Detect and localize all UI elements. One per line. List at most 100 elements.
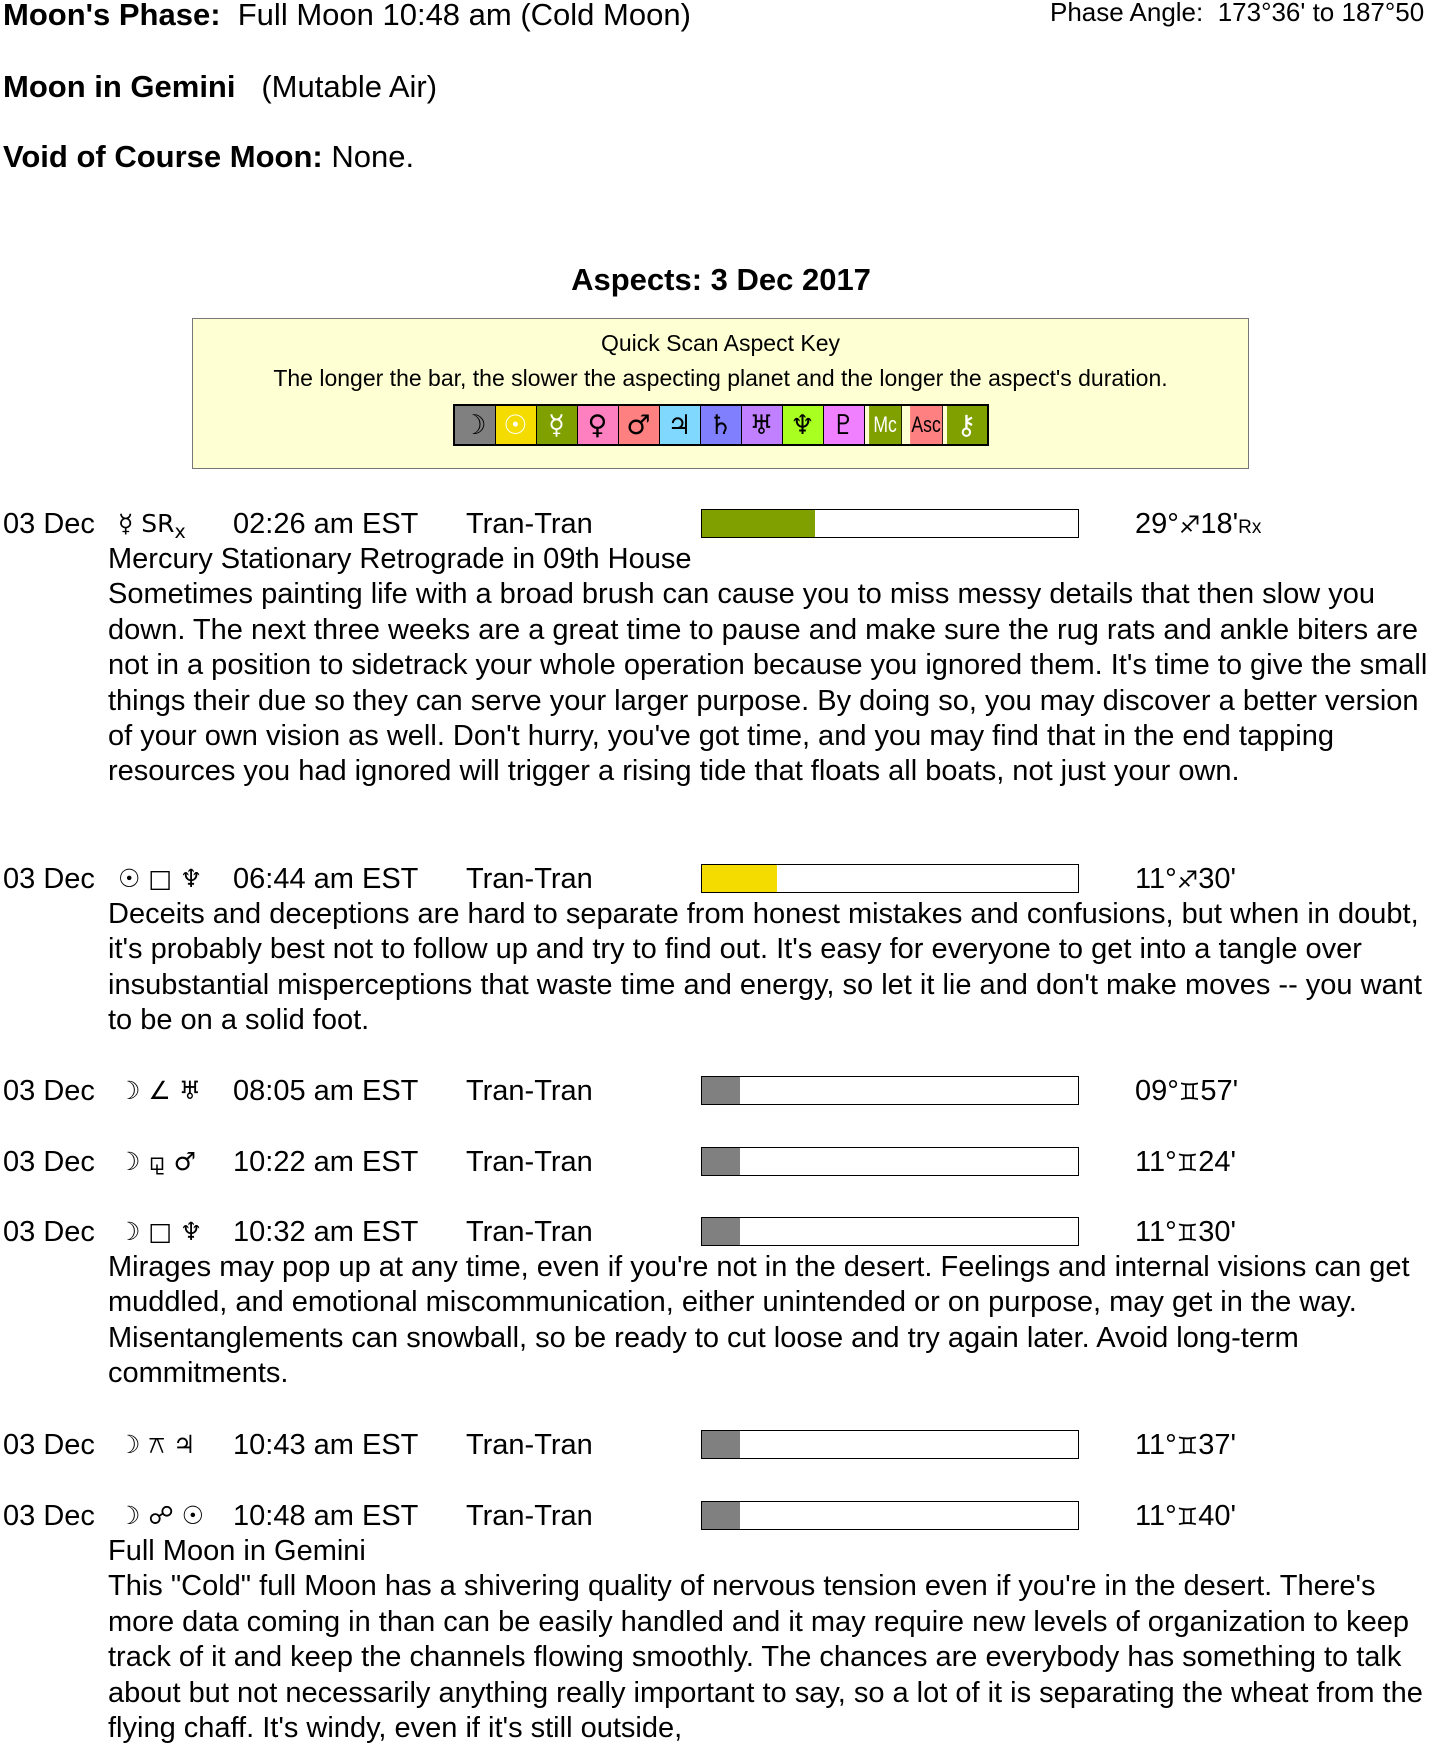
duration-bar — [701, 1076, 1079, 1105]
moon-sign-label: Moon in Gemini — [3, 69, 236, 104]
position-degrees: 11° — [1135, 1146, 1177, 1178]
aspect-symbols: ☽ ∠ ♅ — [118, 1073, 201, 1109]
aspect-position: 11°♊24' — [1135, 1144, 1236, 1181]
aspect-glyphs: ☿ SR — [118, 509, 175, 538]
duration-bar-fill — [702, 1502, 740, 1529]
duration-bar — [701, 509, 1079, 538]
duration-bar — [701, 1147, 1079, 1176]
aspect-glyphs: ☽ ∠ ♅ — [118, 1076, 202, 1105]
position-degrees: 11° — [1135, 1500, 1177, 1532]
aspect-entry: 03 Dec ☽ ☍ ☉ 10:48 am EST Tran-Tran 11°♊… — [0, 1498, 1434, 1746]
aspect-date: 03 Dec — [3, 1429, 95, 1461]
duration-bar-fill — [702, 1431, 740, 1458]
aspect-time: 02:26 am EST — [233, 508, 419, 540]
aspect-entry: 03 Dec ☉ □ ♆ 06:44 am EST Tran-Tran 11°♐… — [0, 861, 1434, 1039]
aspect-symbols: ☽ ☍ ☉ — [118, 1498, 204, 1534]
aspect-key-description: The longer the bar, the slower the aspec… — [273, 365, 1168, 391]
aspect-position: 29°♐18'Rx — [1135, 506, 1261, 546]
mars-icon: ♂ — [618, 406, 660, 444]
zodiac-sign-icon: ♐ — [1176, 866, 1199, 894]
position-degrees: 11° — [1135, 1429, 1177, 1461]
aspect-position: 11°♊40' — [1135, 1498, 1236, 1535]
aspect-entry: 03 Dec ☽ ∠ ♅ 08:05 am EST Tran-Tran 09°♊… — [0, 1073, 1434, 1109]
duration-bar-fill — [702, 1148, 740, 1175]
zodiac-sign-icon: ♊ — [1176, 1149, 1199, 1177]
aspect-time: 08:05 am EST — [233, 1075, 419, 1107]
aspect-row: 03 Dec ☽ ∠ ♅ 08:05 am EST Tran-Tran 09°♊… — [0, 1073, 1434, 1109]
moon-phase-value: Full Moon 10:48 am (Cold Moon) — [237, 0, 691, 32]
aspect-description: Sometimes painting life with a broad bru… — [108, 578, 1428, 788]
duration-bar — [701, 1430, 1079, 1459]
uranus-icon: ♅ — [741, 406, 783, 444]
retrograde-mark: Rx — [1238, 517, 1262, 538]
aspect-time: 10:43 am EST — [233, 1429, 419, 1461]
aspect-type: Tran-Tran — [466, 1500, 593, 1532]
position-minutes: 24' — [1198, 1146, 1237, 1178]
position-minutes: 37' — [1198, 1429, 1237, 1461]
aspect-symbols: ☉ □ ♆ — [118, 861, 202, 897]
aspect-glyphs: ☽ □ ♆ — [118, 1217, 203, 1246]
aspect-row: 03 Dec ☽ ☍ ☉ 10:48 am EST Tran-Tran 11°♊… — [0, 1498, 1434, 1534]
moon-sign: Moon in Gemini (Mutable Air) — [3, 69, 437, 105]
aspect-entry: 03 Dec ☽ ⚻ ♃ 10:43 am EST Tran-Tran 11°♊… — [0, 1427, 1434, 1463]
midheaven-icon: Mc — [868, 406, 902, 444]
position-minutes: 30' — [1198, 863, 1237, 895]
aspect-row: 03 Dec ☽ ⚻ ♃ 10:43 am EST Tran-Tran 11°♊… — [0, 1427, 1434, 1463]
aspect-type: Tran-Tran — [466, 1429, 593, 1461]
zodiac-sign-icon: ♊ — [1178, 1078, 1201, 1106]
aspect-title: Full Moon in Gemini — [108, 1535, 366, 1567]
duration-bar-fill — [702, 510, 815, 537]
aspect-date: 03 Dec — [3, 1216, 95, 1248]
duration-bar-fill — [702, 1077, 740, 1104]
aspect-position: 11°♊37' — [1135, 1427, 1236, 1464]
aspect-glyphs: ☽ ⚻ ♃ — [118, 1430, 196, 1459]
aspect-symbols: ☽ ⚼ ♂ — [118, 1144, 196, 1180]
zodiac-sign-icon: ♊ — [1176, 1432, 1199, 1460]
aspect-symbols: ☽ ⚻ ♃ — [118, 1427, 195, 1463]
position-minutes: 18' — [1200, 508, 1239, 540]
position-minutes: 57' — [1200, 1075, 1239, 1107]
neptune-icon: ♆ — [782, 406, 824, 444]
pluto-icon: ♇ — [823, 406, 865, 444]
position-degrees: 29° — [1135, 508, 1179, 540]
aspect-type: Tran-Tran — [466, 1216, 593, 1248]
void-value: None. — [331, 139, 415, 174]
aspect-type: Tran-Tran — [466, 1075, 593, 1107]
zodiac-sign-icon: ♐ — [1178, 511, 1201, 539]
aspect-row: 03 Dec ☽ □ ♆ 10:32 am EST Tran-Tran 11°♊… — [0, 1214, 1434, 1250]
aspect-entry: 03 Dec ☽ ⚼ ♂ 10:22 am EST Tran-Tran 11°♊… — [0, 1144, 1434, 1180]
duration-bar-fill — [702, 1218, 740, 1245]
aspect-symbols: ☽ □ ♆ — [118, 1214, 202, 1250]
phase-angle-label: Phase Angle: — [1050, 0, 1204, 27]
aspect-position: 11°♊30' — [1135, 1214, 1236, 1251]
aspect-type: Tran-Tran — [466, 863, 593, 895]
duration-bar-fill — [702, 865, 778, 892]
aspect-position: 09°♊57' — [1135, 1073, 1238, 1110]
chiron-icon: ⚷ — [946, 406, 987, 444]
aspect-date: 03 Dec — [3, 1075, 95, 1107]
duration-bar — [701, 1501, 1079, 1530]
aspect-description: Mirages may pop up at any time, even if … — [108, 1251, 1410, 1390]
phase-angle-value: 173°36' to 187°50 — [1217, 0, 1425, 27]
aspect-row: 03 Dec ☽ ⚼ ♂ 10:22 am EST Tran-Tran 11°♊… — [0, 1144, 1434, 1180]
aspect-key-title: Quick Scan Aspect Key — [600, 330, 841, 356]
aspect-glyphs: ☽ ⚼ ♂ — [118, 1147, 196, 1176]
aspect-time: 10:48 am EST — [233, 1500, 419, 1532]
position-degrees: 11° — [1135, 863, 1177, 895]
position-degrees: 11° — [1135, 1216, 1177, 1248]
aspect-key-legend: ☽ ☉ ☿ ♀ ♂ ♃ ♄ ♅ ♆ ♇ Mc Asc ⚷ — [452, 404, 989, 446]
aspect-glyphs: ☉ □ ♆ — [118, 864, 203, 893]
aspect-time: 10:22 am EST — [233, 1146, 419, 1178]
aspect-row: 03 Dec ☿ SRx 02:26 am EST Tran-Tran 29°♐… — [0, 506, 1434, 543]
saturn-icon: ♄ — [700, 406, 742, 444]
aspect-symbols: ☿ SRx — [118, 506, 186, 550]
duration-bar — [701, 1217, 1079, 1246]
moon-sign-value: (Mutable Air) — [261, 69, 438, 104]
venus-icon: ♀ — [577, 406, 619, 444]
aspect-date: 03 Dec — [3, 1500, 95, 1532]
aspect-time: 10:32 am EST — [233, 1216, 419, 1248]
mercury-icon: ☿ — [536, 406, 578, 444]
zodiac-sign-icon: ♊ — [1176, 1219, 1199, 1247]
aspect-description: Deceits and deceptions are hard to separ… — [108, 898, 1422, 1037]
aspect-entry: 03 Dec ☽ □ ♆ 10:32 am EST Tran-Tran 11°♊… — [0, 1214, 1434, 1392]
